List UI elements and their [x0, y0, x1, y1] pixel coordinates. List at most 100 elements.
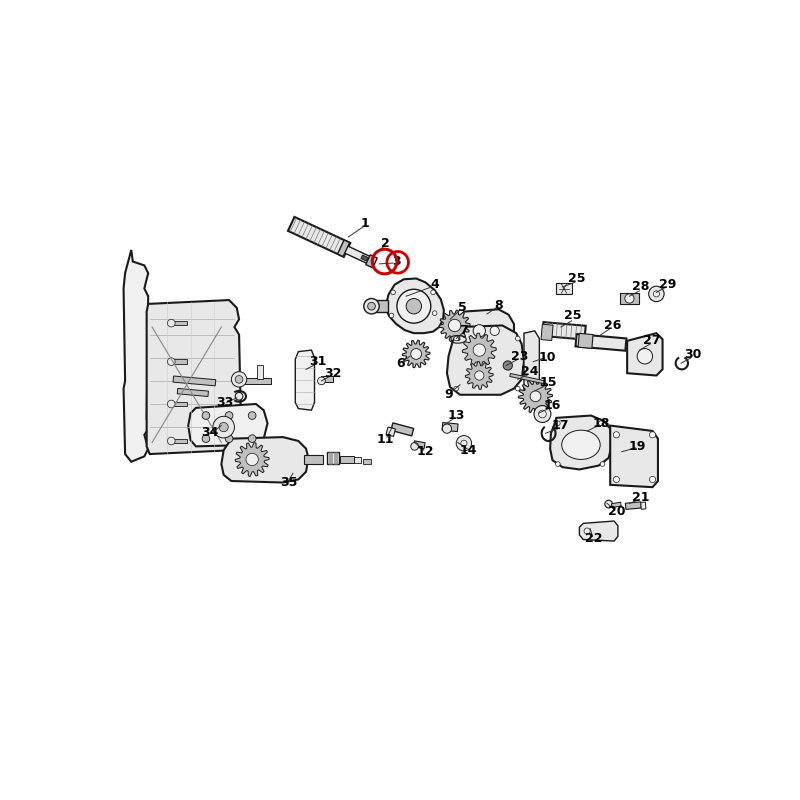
Polygon shape	[257, 365, 263, 378]
Circle shape	[390, 313, 394, 318]
Polygon shape	[295, 350, 314, 410]
Circle shape	[397, 290, 430, 323]
Circle shape	[235, 393, 243, 400]
Circle shape	[490, 326, 499, 335]
Text: 14: 14	[460, 444, 478, 457]
Circle shape	[637, 349, 653, 364]
Polygon shape	[439, 310, 470, 341]
Text: 27: 27	[643, 334, 661, 347]
Circle shape	[503, 361, 513, 370]
Polygon shape	[123, 250, 150, 462]
Circle shape	[248, 412, 256, 419]
Circle shape	[167, 437, 175, 445]
Polygon shape	[366, 255, 378, 268]
Polygon shape	[518, 379, 553, 414]
Polygon shape	[578, 334, 593, 348]
Polygon shape	[462, 333, 496, 367]
Circle shape	[219, 422, 228, 432]
Circle shape	[231, 372, 246, 387]
Polygon shape	[610, 426, 658, 487]
Polygon shape	[178, 389, 209, 397]
Polygon shape	[524, 331, 539, 393]
Polygon shape	[354, 457, 362, 463]
Polygon shape	[579, 521, 618, 541]
Circle shape	[534, 406, 551, 422]
Text: 13: 13	[447, 409, 465, 422]
Circle shape	[246, 454, 258, 466]
Circle shape	[449, 319, 461, 332]
Text: 6: 6	[397, 358, 405, 370]
Polygon shape	[466, 362, 493, 390]
Circle shape	[432, 311, 437, 315]
Polygon shape	[391, 423, 414, 436]
Circle shape	[410, 349, 422, 359]
Polygon shape	[344, 246, 371, 264]
Circle shape	[555, 421, 560, 426]
Text: 20: 20	[608, 506, 625, 518]
Circle shape	[474, 371, 484, 380]
Polygon shape	[402, 340, 430, 368]
Circle shape	[318, 377, 326, 385]
Text: 3: 3	[393, 255, 402, 268]
Text: 21: 21	[632, 490, 650, 504]
Text: 18: 18	[592, 417, 610, 430]
Polygon shape	[620, 293, 639, 304]
Polygon shape	[363, 459, 370, 464]
Circle shape	[442, 424, 451, 434]
Text: 33: 33	[217, 396, 234, 409]
Polygon shape	[575, 334, 626, 350]
Circle shape	[625, 294, 634, 303]
Circle shape	[226, 434, 233, 442]
Circle shape	[515, 336, 520, 341]
Circle shape	[390, 290, 395, 294]
Text: 12: 12	[417, 446, 434, 458]
Polygon shape	[611, 502, 622, 507]
Text: 29: 29	[659, 278, 677, 291]
Circle shape	[600, 462, 605, 466]
Polygon shape	[414, 441, 425, 449]
Circle shape	[213, 416, 234, 438]
Text: 7: 7	[459, 324, 468, 338]
Text: 19: 19	[629, 440, 646, 453]
Polygon shape	[456, 310, 514, 350]
Text: 15: 15	[540, 376, 558, 389]
Polygon shape	[188, 404, 267, 446]
Text: 26: 26	[604, 319, 621, 332]
Polygon shape	[386, 278, 444, 333]
Circle shape	[364, 298, 379, 314]
Text: 32: 32	[324, 366, 342, 380]
Circle shape	[598, 421, 603, 426]
Polygon shape	[641, 502, 646, 510]
Polygon shape	[555, 283, 573, 294]
Text: 5: 5	[458, 302, 466, 314]
Circle shape	[654, 291, 659, 297]
Circle shape	[530, 391, 541, 402]
Polygon shape	[447, 326, 524, 394]
Polygon shape	[442, 422, 458, 432]
Circle shape	[649, 286, 664, 302]
Text: 8: 8	[494, 299, 503, 312]
Circle shape	[454, 386, 458, 391]
Text: 1: 1	[361, 217, 370, 230]
Circle shape	[406, 298, 422, 314]
Text: 34: 34	[201, 426, 218, 439]
Text: 2: 2	[381, 238, 390, 250]
Circle shape	[235, 375, 243, 383]
Text: 30: 30	[685, 348, 702, 362]
Polygon shape	[627, 333, 662, 375]
Circle shape	[614, 476, 619, 482]
Circle shape	[473, 325, 486, 337]
Circle shape	[650, 432, 656, 438]
Text: 28: 28	[632, 281, 650, 294]
Polygon shape	[386, 427, 395, 437]
Text: 4: 4	[430, 278, 439, 291]
Ellipse shape	[562, 430, 600, 459]
Circle shape	[167, 358, 175, 366]
Circle shape	[167, 319, 175, 327]
Circle shape	[368, 302, 375, 310]
Polygon shape	[241, 378, 271, 383]
Polygon shape	[550, 415, 612, 470]
Polygon shape	[510, 374, 544, 384]
Text: 22: 22	[585, 532, 602, 546]
Circle shape	[538, 410, 546, 418]
